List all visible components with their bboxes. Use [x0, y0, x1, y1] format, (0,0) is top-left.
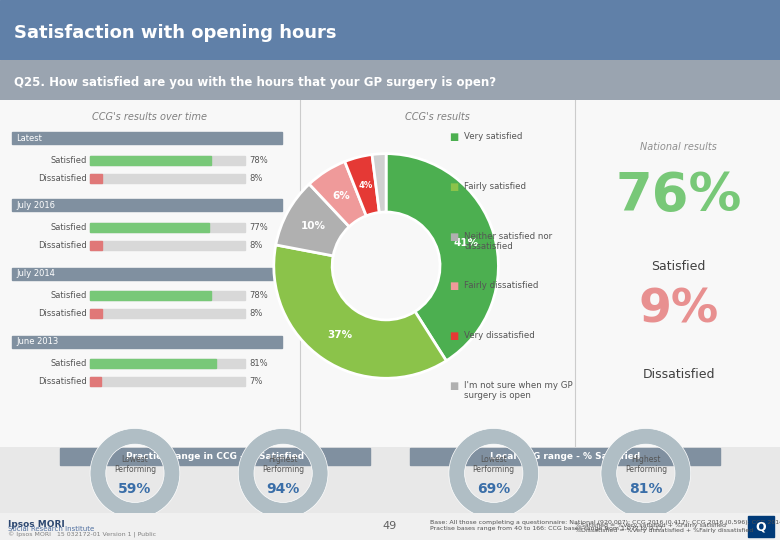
Text: ■: ■	[449, 381, 459, 391]
Text: Fairly satisfied: Fairly satisfied	[464, 182, 526, 191]
Text: Satisfied: Satisfied	[51, 291, 87, 300]
Bar	[90, 377, 245, 387]
Text: I'm not sure when my GP
surgery is open: I'm not sure when my GP surgery is open	[464, 381, 573, 400]
Wedge shape	[448, 428, 539, 518]
Text: 78%: 78%	[249, 156, 268, 165]
Text: 69%: 69%	[477, 482, 510, 496]
Text: ■: ■	[449, 232, 459, 242]
Bar	[90, 241, 102, 250]
Wedge shape	[276, 184, 349, 256]
Bar	[60, 448, 370, 465]
Text: © Ipsos MORI   15 032172-01 Version 1 | Public: © Ipsos MORI 15 032172-01 Version 1 | Pu…	[8, 532, 156, 538]
Bar	[90, 359, 215, 368]
Text: 37%: 37%	[327, 330, 352, 340]
Text: 94%: 94%	[267, 482, 300, 496]
Bar	[90, 309, 245, 318]
Text: Satisfied: Satisfied	[51, 223, 87, 232]
Text: ■: ■	[449, 281, 459, 292]
Bar	[90, 359, 245, 368]
Wedge shape	[345, 154, 379, 216]
Text: 7%: 7%	[249, 377, 262, 387]
Bar	[90, 309, 102, 318]
Text: 9%: 9%	[639, 288, 718, 333]
Text: Practice range in CCG - % Satisfied: Practice range in CCG - % Satisfied	[126, 452, 304, 461]
Text: 77%: 77%	[249, 223, 268, 232]
Text: July 2016: July 2016	[16, 201, 55, 210]
Bar	[90, 291, 211, 300]
Text: Local CCG range - % Satisfied: Local CCG range - % Satisfied	[490, 452, 640, 461]
Bar	[410, 448, 720, 465]
Text: National results: National results	[640, 141, 717, 152]
Text: Very satisfied: Very satisfied	[464, 132, 523, 141]
Text: 78%: 78%	[249, 291, 268, 300]
Bar	[90, 156, 245, 165]
Bar	[90, 241, 245, 250]
Text: Social Research Institute: Social Research Institute	[8, 526, 94, 532]
Text: ■: ■	[449, 182, 459, 192]
Bar	[12, 267, 282, 280]
Text: 81%: 81%	[629, 482, 662, 496]
Text: Dissatisfied: Dissatisfied	[38, 174, 87, 183]
Text: %Satisfied = %Very satisfied + %Fairly satisfied
%Dissatisfied = %Very dissatisf: %Satisfied = %Very satisfied + %Fairly s…	[575, 523, 753, 534]
Text: 6%: 6%	[333, 191, 350, 201]
Text: 41%: 41%	[453, 238, 478, 248]
Bar	[90, 223, 245, 232]
Bar	[90, 291, 245, 300]
Bar	[90, 223, 209, 232]
Wedge shape	[386, 153, 498, 361]
Text: Highest
Performing: Highest Performing	[262, 455, 304, 474]
Text: Lowest
Performing: Lowest Performing	[473, 455, 515, 474]
Text: National results: National results	[639, 112, 715, 122]
Text: 81%: 81%	[249, 360, 268, 368]
Text: Q: Q	[756, 521, 766, 534]
Text: Neither satisfied nor
dissatisfied: Neither satisfied nor dissatisfied	[464, 232, 552, 251]
Bar	[12, 132, 282, 144]
Text: Dissatisfied: Dissatisfied	[643, 368, 714, 381]
Text: July 2014: July 2014	[16, 269, 55, 278]
Text: Fairly dissatisfied: Fairly dissatisfied	[464, 281, 538, 291]
Text: ■: ■	[449, 331, 459, 341]
Text: Base: All those completing a questionnaire: National (920,007); CCG 2016 (0,417): Base: All those completing a questionnai…	[430, 520, 780, 531]
Text: CCG's results over time: CCG's results over time	[93, 112, 207, 122]
Text: 8%: 8%	[249, 174, 262, 183]
Wedge shape	[601, 428, 691, 518]
Text: Dissatisfied: Dissatisfied	[38, 309, 87, 318]
Wedge shape	[238, 428, 328, 518]
Text: 4%: 4%	[358, 181, 373, 190]
Text: Ipsos MORI: Ipsos MORI	[8, 520, 65, 529]
Text: Highest
Performing: Highest Performing	[625, 455, 667, 474]
Text: June 2013: June 2013	[16, 338, 58, 346]
Text: Satisfied: Satisfied	[651, 260, 706, 273]
Text: Lowest
Performing: Lowest Performing	[114, 455, 156, 474]
Bar	[12, 199, 282, 211]
Text: ■: ■	[449, 132, 459, 143]
Bar	[90, 377, 101, 387]
Text: Dissatisfied: Dissatisfied	[38, 241, 87, 250]
Wedge shape	[274, 245, 446, 378]
Bar	[12, 336, 282, 348]
Wedge shape	[372, 153, 386, 212]
Bar	[90, 156, 211, 165]
Text: CCG's results: CCG's results	[405, 112, 470, 122]
Text: Dissatisfied: Dissatisfied	[38, 377, 87, 387]
Text: Satisfied: Satisfied	[51, 360, 87, 368]
Text: Very dissatisfied: Very dissatisfied	[464, 331, 535, 340]
Bar	[90, 174, 245, 183]
Wedge shape	[90, 428, 180, 518]
Text: Latest: Latest	[16, 133, 42, 143]
Text: 10%: 10%	[301, 221, 326, 231]
Text: 8%: 8%	[249, 241, 262, 250]
Text: Satisfaction with opening hours: Satisfaction with opening hours	[14, 24, 336, 42]
Wedge shape	[309, 161, 367, 227]
Text: Q25. How satisfied are you with the hours that your GP surgery is open?: Q25. How satisfied are you with the hour…	[14, 76, 496, 89]
Bar	[748, 516, 774, 537]
Bar	[90, 174, 102, 183]
Text: 49: 49	[383, 521, 397, 531]
Text: 59%: 59%	[119, 482, 151, 496]
Text: Satisfied: Satisfied	[51, 156, 87, 165]
Text: 76%: 76%	[615, 170, 742, 221]
Text: 8%: 8%	[249, 309, 262, 318]
